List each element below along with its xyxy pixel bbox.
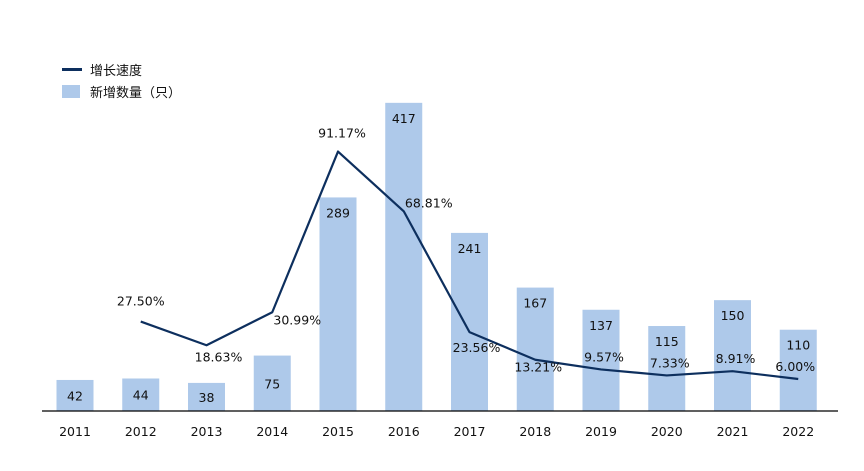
growth-value-label: 68.81% [405,195,453,210]
x-tick-label: 2013 [191,424,223,439]
bar-2011 [56,379,94,411]
growth-value-label: 6.00% [775,359,815,374]
x-tick-label: 2018 [519,424,551,439]
x-tick-label: 2016 [388,424,420,439]
bar-value-label: 417 [392,111,416,126]
bar-value-label: 44 [133,388,149,403]
bar-2016 [385,102,423,411]
legend-line-swatch [62,67,82,71]
bar-value-label: 241 [458,241,482,256]
legend-bar-swatch [62,84,80,98]
growth-value-label: 18.63% [195,349,243,364]
bar-value-label: 167 [523,296,547,311]
bar-value-label: 75 [264,376,280,391]
x-tick-label: 2014 [256,424,288,439]
growth-value-label: 91.17% [318,126,366,141]
growth-value-label: 8.91% [716,351,756,366]
bar-2017 [451,232,488,411]
bar-value-label: 150 [721,308,745,323]
x-tick-label: 2019 [585,424,617,439]
growth-value-label: 23.56% [453,340,501,355]
legend-item-count: 新增数量（只） [62,80,181,102]
bar-2012 [122,378,160,411]
growth-value-label: 9.57% [584,349,624,364]
legend-label-count: 新增数量（只） [90,85,182,101]
growth-value-label: 30.99% [273,312,321,327]
x-tick-label: 2020 [651,424,683,439]
bar-value-label: 42 [67,388,83,403]
bar-value-label: 115 [655,334,679,349]
growth-value-label: 7.33% [650,355,690,370]
bar-2013 [188,382,225,411]
growth-value-label: 13.21% [514,360,562,375]
x-tick-label: 2015 [322,424,354,439]
x-tick-label: 2021 [717,424,749,439]
bar-value-label: 110 [786,338,810,353]
bar-2015 [319,197,357,411]
x-tick-label: 2022 [782,424,814,439]
growth-line [140,150,799,381]
bar-2022 [779,329,817,411]
x-tick-label: 2012 [125,424,157,439]
x-tick-label: 2017 [454,424,486,439]
growth-value-label: 27.50% [117,294,165,309]
bar-2014 [253,355,291,411]
bar-2021 [714,300,751,411]
legend-item-growth: 增长速度 [62,58,181,80]
bar-2018 [516,287,554,411]
bar-value-label: 38 [199,390,215,405]
bar-value-label: 137 [589,318,613,333]
x-tick-label: 2011 [59,424,91,439]
bar-2020 [648,326,686,411]
legend-label-growth: 增长速度 [90,63,143,79]
legend: 增长速度 新增数量（只） [62,58,181,102]
bar-value-label: 289 [326,205,350,220]
bar-2019 [582,309,620,411]
